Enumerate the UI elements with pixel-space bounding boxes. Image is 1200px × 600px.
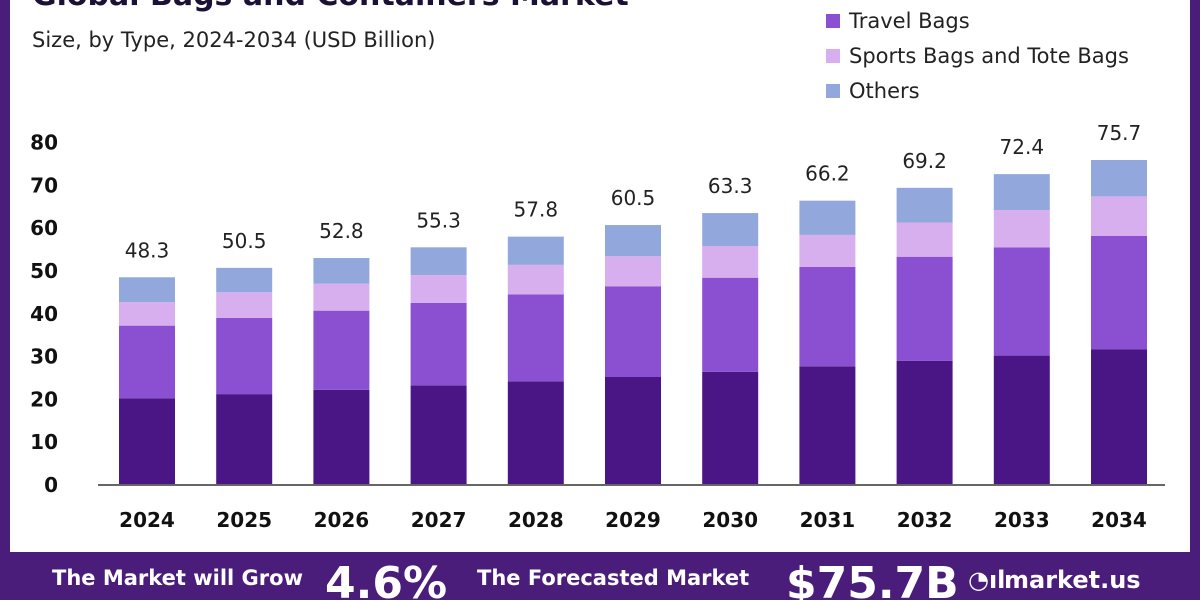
- bar-segment-2026-4: [313, 258, 370, 284]
- footer-forecast-value: $75.7B: [786, 558, 959, 600]
- bar-total-label: 69.2: [902, 149, 947, 173]
- bar-segment-2030-3: [702, 246, 759, 278]
- y-tick-label: 30: [30, 345, 58, 369]
- bar-segment-2032-4: [896, 187, 953, 223]
- bar-total-label: 52.8: [319, 219, 364, 243]
- y-tick-label: 20: [30, 387, 58, 411]
- y-tick-label: 40: [30, 302, 58, 326]
- chart-subtitle: Size, by Type, 2024-2034 (USD Billion): [32, 28, 436, 52]
- bar-segment-2030-4: [702, 213, 759, 247]
- legend-label: Sports Bags and Tote Bags: [849, 44, 1129, 68]
- bar-segment-2027-2: [410, 302, 467, 386]
- bar-segment-2026-3: [313, 283, 370, 311]
- x-tick-label: 2030: [702, 508, 758, 532]
- bar-segment-2024-4: [119, 277, 175, 303]
- legend-swatch: [826, 14, 840, 28]
- bar-segment-2031-1: [799, 366, 856, 484]
- legend-item-sports-bags: Sports Bags and Tote Bags: [826, 41, 1129, 71]
- y-tick-label: 0: [44, 473, 58, 497]
- right-frame-bar: [1190, 0, 1200, 552]
- bar-segment-2028-3: [507, 264, 564, 295]
- bar-segment-2033-4: [993, 174, 1050, 211]
- bar-total-label: 72.4: [1000, 135, 1045, 159]
- bar-total-label: 55.3: [416, 208, 461, 232]
- left-frame-bar: [0, 0, 10, 552]
- x-tick-label: 2028: [508, 508, 564, 532]
- bar-segment-2025-3: [216, 292, 273, 318]
- x-tick-label: 2027: [411, 508, 467, 532]
- market-us-logo-icon: ◔ıl: [968, 566, 1006, 594]
- y-tick-label: 70: [30, 173, 58, 197]
- bar-segment-2027-1: [410, 385, 467, 484]
- footer-brand: market.us: [1004, 566, 1141, 594]
- bar-segment-2033-2: [993, 247, 1050, 356]
- bar-segment-2028-4: [507, 236, 564, 265]
- bar-segment-2028-1: [507, 381, 564, 484]
- x-tick-label: 2029: [605, 508, 661, 532]
- bar-segment-2032-1: [896, 360, 953, 484]
- bar-segment-2030-2: [702, 277, 759, 372]
- bar-segment-2024-2: [119, 325, 175, 399]
- y-tick-label: 50: [30, 259, 58, 283]
- legend-swatch: [826, 84, 840, 98]
- bar-segment-2029-2: [605, 286, 661, 377]
- bar-segment-2032-3: [896, 222, 953, 257]
- bar-total-label: 66.2: [805, 162, 850, 186]
- bar-total-label: 60.5: [611, 186, 656, 210]
- bar-total-label: 63.3: [708, 174, 753, 198]
- bar-segment-2024-3: [119, 302, 175, 326]
- bar-segment-2029-1: [605, 377, 661, 484]
- footer-grow-text: The Market will Grow: [52, 566, 303, 590]
- legend-label: Travel Bags: [849, 9, 970, 33]
- bar-segment-2028-2: [507, 294, 564, 382]
- bar-segment-2031-3: [799, 234, 856, 268]
- bar-segment-2029-3: [605, 256, 661, 287]
- bar-segment-2034-4: [1091, 160, 1147, 197]
- x-tick-label: 2031: [800, 508, 856, 532]
- bar-segment-2025-1: [216, 394, 273, 484]
- bar-segment-2030-1: [702, 371, 759, 484]
- bar-segment-2034-1: [1091, 349, 1147, 484]
- bar-segment-2025-2: [216, 317, 273, 395]
- legend-swatch: [826, 49, 840, 63]
- bar-total-label: 50.5: [222, 229, 267, 253]
- bar-segment-2025-4: [216, 267, 273, 293]
- stacked-bar-chart: 0102030405060708048.3202450.5202552.8202…: [30, 121, 1165, 532]
- bar-segment-2033-3: [993, 210, 1050, 248]
- bar-segment-2029-4: [605, 225, 661, 257]
- bar-segment-2024-1: [119, 398, 175, 484]
- chart-title: Global Bags and Containers Market: [32, 0, 629, 13]
- y-tick-label: 10: [30, 430, 58, 454]
- legend-label: Others: [849, 79, 920, 103]
- y-tick-label: 80: [30, 131, 58, 155]
- x-tick-label: 2024: [119, 508, 175, 532]
- footer-cagr-value: 4.6%: [325, 558, 448, 600]
- x-tick-label: 2033: [994, 508, 1050, 532]
- legend-item-travel-bags: Travel Bags: [826, 6, 970, 36]
- footer-banner: The Market will Grow 4.6% The Forecasted…: [0, 552, 1200, 600]
- bar-segment-2033-1: [993, 355, 1050, 484]
- bar-segment-2026-2: [313, 310, 370, 390]
- y-tick-label: 60: [30, 216, 58, 240]
- x-tick-label: 2025: [216, 508, 272, 532]
- bar-total-label: 75.7: [1097, 121, 1142, 145]
- x-tick-label: 2032: [897, 508, 953, 532]
- bar-segment-2027-4: [410, 247, 467, 276]
- bar-segment-2032-2: [896, 256, 953, 361]
- bar-segment-2031-2: [799, 267, 856, 367]
- bar-segment-2034-3: [1091, 196, 1147, 236]
- x-tick-label: 2026: [314, 508, 370, 532]
- bar-segment-2031-4: [799, 200, 856, 235]
- bar-segment-2027-3: [410, 275, 467, 303]
- legend-item-others: Others: [826, 76, 920, 106]
- footer-forecast-text: The Forecasted Market: [477, 566, 750, 590]
- x-tick-label: 2034: [1091, 508, 1147, 532]
- bar-segment-2034-2: [1091, 235, 1147, 350]
- bar-segment-2026-1: [313, 389, 370, 484]
- bar-total-label: 57.8: [514, 198, 559, 222]
- bar-total-label: 48.3: [125, 238, 170, 262]
